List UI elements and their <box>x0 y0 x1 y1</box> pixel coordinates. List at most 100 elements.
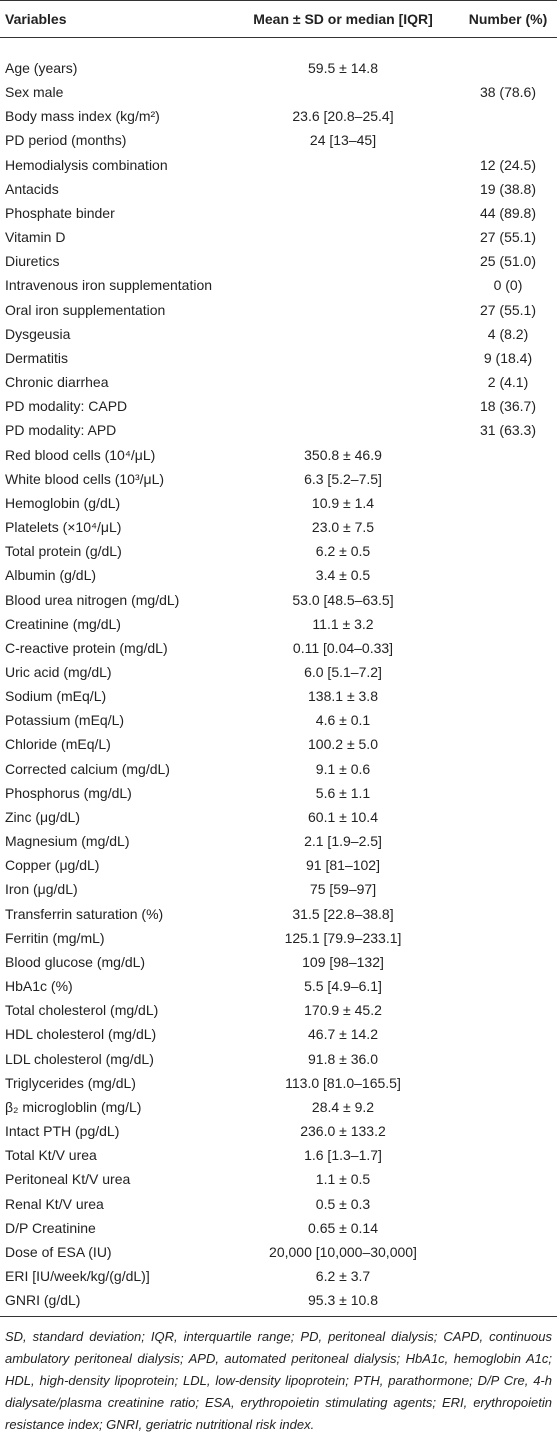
mean-value: 2.1 [1.9–2.5] <box>304 833 382 849</box>
mean-value: 138.1 ± 3.8 <box>308 688 378 704</box>
mean-value: 10.9 ± 1.4 <box>311 495 375 511</box>
variable: Phosphorus (mg/dL) <box>5 785 132 801</box>
number-value: 44 (89.8) <box>479 205 537 221</box>
number-value: 25 (51.0) <box>479 253 537 269</box>
mean-value: 11.1 ± 3.2 <box>312 616 374 632</box>
mean-value: 20,000 [10,000–30,000] <box>269 1244 417 1260</box>
variable: Dose of ESA (IU) <box>5 1244 112 1260</box>
header-cell: Variables <box>5 11 67 27</box>
variable: Total protein (g/dL) <box>5 543 122 559</box>
variable: PD modality: CAPD <box>5 398 128 414</box>
number-value: 27 (55.1) <box>479 302 537 318</box>
mean-value: 109 [98–132] <box>302 954 384 970</box>
table-bottom-rule <box>0 1316 557 1317</box>
variable: Uric acid (mg/dL) <box>5 664 112 680</box>
variable: Albumin (g/dL) <box>5 567 97 583</box>
variable: HbA1c (%) <box>5 978 73 994</box>
variable: LDL cholesterol (mg/dL) <box>5 1051 154 1067</box>
mean-value: 100.2 ± 5.0 <box>308 736 378 752</box>
mean-value: 6.0 [5.1–7.2] <box>304 664 382 680</box>
variable: Sex male <box>5 84 64 100</box>
mean-value: 46.7 ± 14.2 <box>308 1026 378 1042</box>
variable: D/P Creatinine <box>5 1220 96 1236</box>
number-value: 31 (63.3) <box>479 422 537 438</box>
variable: Antacids <box>5 181 59 197</box>
variable: Red blood cells (10⁴/μL) <box>5 447 156 463</box>
variable: HDL cholesterol (mg/dL) <box>5 1026 157 1042</box>
variable: Dermatitis <box>5 350 69 366</box>
number-value: 9 (18.4) <box>483 350 533 366</box>
mean-value: 31.5 [22.8–38.8] <box>292 906 394 922</box>
mean-value: 4.6 ± 0.1 <box>315 712 371 728</box>
variable: Creatinine (mg/dL) <box>5 616 121 632</box>
variable: Triglycerides (mg/dL) <box>5 1075 136 1091</box>
mean-value: 9.1 ± 0.6 <box>315 761 371 777</box>
variable: Iron (μg/dL) <box>5 881 78 897</box>
variable: Potassium (mEq/L) <box>5 712 125 728</box>
variable: Intravenous iron supplementation <box>5 277 213 293</box>
variable: Chronic diarrhea <box>5 374 109 390</box>
number-value: 19 (38.8) <box>479 181 537 197</box>
variable: GNRI (g/dL) <box>5 1292 81 1308</box>
mean-value: 350.8 ± 46.9 <box>304 447 382 463</box>
variable: Oral iron supplementation <box>5 302 166 318</box>
mean-value: 91.8 ± 36.0 <box>308 1051 378 1067</box>
mean-value: 113.0 [81.0–165.5] <box>285 1075 401 1091</box>
variable: Dysgeusia <box>5 326 71 342</box>
variable: Blood urea nitrogen (mg/dL) <box>5 592 180 608</box>
mean-value: 6.3 [5.2–7.5] <box>304 471 382 487</box>
mean-value: 23.0 ± 7.5 <box>311 519 375 535</box>
mean-value: 236.0 ± 133.2 <box>300 1123 386 1139</box>
number-value: 4 (8.2) <box>487 326 529 342</box>
variable: PD period (months) <box>5 132 127 148</box>
number-value: 0 (0) <box>493 277 523 293</box>
mean-value: 3.4 ± 0.5 <box>315 567 371 583</box>
variable: Transferrin saturation (%) <box>5 906 164 922</box>
variable: Copper (μg/dL) <box>5 857 100 873</box>
variable: White blood cells (10³/μL) <box>5 471 165 487</box>
variable: Ferritin (mg/mL) <box>5 930 105 946</box>
number-value: 12 (24.5) <box>479 157 537 173</box>
variable: Sodium (mEq/L) <box>5 688 107 704</box>
mean-value: 28.4 ± 9.2 <box>311 1099 375 1115</box>
mean-value: 5.5 [4.9–6.1] <box>304 978 382 994</box>
footnote: SD, standard deviation; IQR, interquarti… <box>5 1329 552 1432</box>
mean-value: 24 [13–45] <box>309 132 377 148</box>
variable: Diuretics <box>5 253 60 269</box>
number-value: 2 (4.1) <box>487 374 529 390</box>
variable: Intact PTH (pg/dL) <box>5 1123 120 1139</box>
mean-value: 1.1 ± 0.5 <box>315 1171 371 1187</box>
variable: Phosphate binder <box>5 205 115 221</box>
variable: Renal Kt/V urea <box>5 1196 104 1212</box>
mean-value: 91 [81–102] <box>306 857 380 873</box>
variable: β₂ microgloblin (mg/L) <box>5 1099 142 1115</box>
variable: Vitamin D <box>5 229 66 245</box>
variable: ERI [IU/week/kg/(g/dL)] <box>5 1268 150 1284</box>
number-value: 27 (55.1) <box>479 229 537 245</box>
variable: Platelets (×10⁴/μL) <box>5 519 122 535</box>
mean-value: 95.3 ± 10.8 <box>308 1292 378 1308</box>
mean-value: 0.65 ± 0.14 <box>308 1220 378 1236</box>
variable: C-reactive protein (mg/dL) <box>5 640 168 656</box>
variable: PD modality: APD <box>5 422 117 438</box>
mean-value: 170.9 ± 45.2 <box>304 1002 382 1018</box>
number-value: 18 (36.7) <box>479 398 537 414</box>
mean-value: 23.6 [20.8–25.4] <box>292 108 394 124</box>
mean-value: 5.6 ± 1.1 <box>315 785 371 801</box>
mean-value: 59.5 ± 14.8 <box>308 60 378 76</box>
mean-value: 60.1 ± 10.4 <box>308 809 378 825</box>
mean-value: 1.6 [1.3–1.7] <box>304 1147 382 1163</box>
mean-value: 0.5 ± 0.3 <box>315 1196 371 1212</box>
variable: Age (years) <box>5 60 78 76</box>
variable: Body mass index (kg/m²) <box>5 108 160 124</box>
mean-value: 6.2 ± 3.7 <box>315 1268 371 1284</box>
mean-value: 53.0 [48.5–63.5] <box>292 592 394 608</box>
mean-value: 0.11 [0.04–0.33] <box>292 640 394 656</box>
variable: Total cholesterol (mg/dL) <box>5 1002 159 1018</box>
variable: Total Kt/V urea <box>5 1147 97 1163</box>
variable: Zinc (μg/dL) <box>5 809 80 825</box>
variable: Magnesium (mg/dL) <box>5 833 130 849</box>
variable: Chloride (mEq/L) <box>5 736 111 752</box>
header-cell: Number (%) <box>468 11 548 27</box>
